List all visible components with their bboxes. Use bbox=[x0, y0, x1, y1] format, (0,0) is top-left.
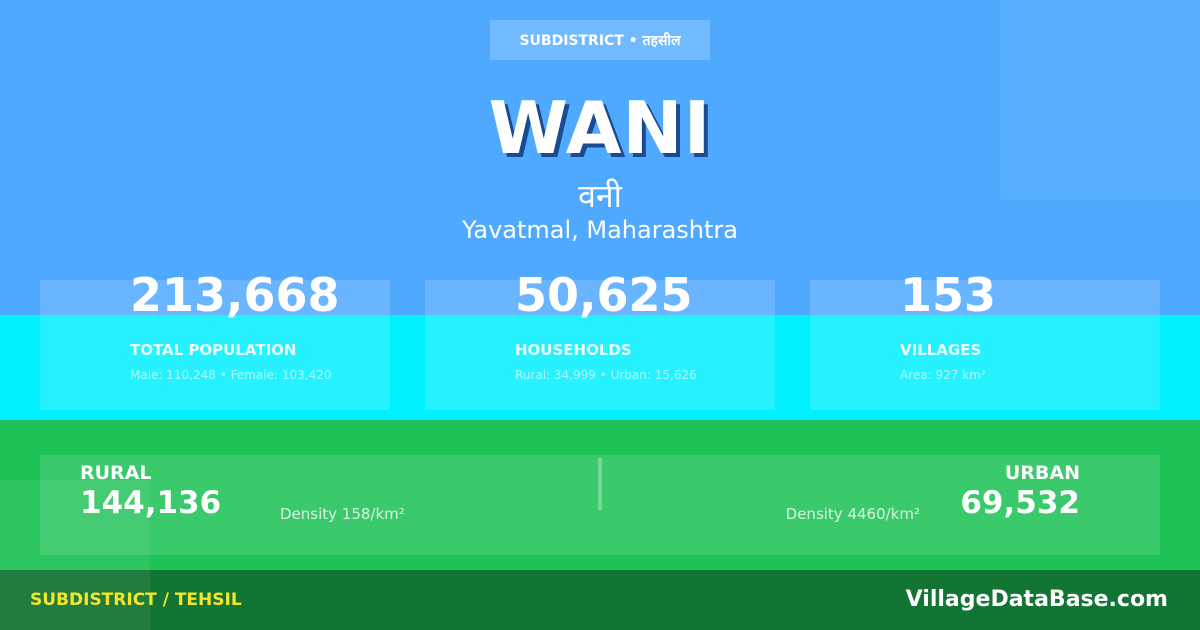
stat-label: VILLAGES bbox=[900, 341, 982, 359]
site-name[interactable]: VillageDataBase.com bbox=[905, 587, 1168, 612]
background-band-blue bbox=[0, 0, 1200, 315]
footer-category: SUBDISTRICT / TEHSIL bbox=[30, 590, 242, 610]
stat-value: 153 bbox=[900, 268, 997, 322]
decorative-square bbox=[0, 480, 150, 630]
background-band-green bbox=[0, 420, 1200, 570]
stat-label: TOTAL POPULATION bbox=[130, 341, 297, 359]
stat-card-population: 213,668 TOTAL POPULATION Male: 110,248 •… bbox=[40, 268, 390, 410]
urban-label: URBAN bbox=[1004, 462, 1080, 484]
stat-label: HOUSEHOLDS bbox=[515, 341, 632, 359]
rural-density: Density 158/km² bbox=[280, 505, 405, 523]
footer-bar bbox=[0, 570, 1200, 630]
category-badge: SUBDISTRICT • तहसील bbox=[490, 20, 710, 60]
urban-density: Density 4460/km² bbox=[785, 505, 920, 523]
stat-value: 213,668 bbox=[130, 268, 340, 322]
page-title: WANI bbox=[488, 86, 712, 170]
divider bbox=[598, 458, 602, 510]
rural-urban-panel bbox=[40, 455, 1160, 555]
location: Yavatmal, Maharashtra bbox=[462, 216, 738, 244]
stat-detail: Area: 927 km² bbox=[900, 368, 986, 382]
stat-card-villages: 153 VILLAGES Area: 927 km² bbox=[810, 268, 1160, 410]
background-band-cyan bbox=[0, 315, 1200, 420]
rural-label: RURAL bbox=[80, 462, 152, 484]
page-title-hindi: वनी bbox=[578, 177, 622, 215]
stat-detail: Rural: 34,999 • Urban: 15,626 bbox=[515, 368, 697, 382]
stat-card-households: 50,625 HOUSEHOLDS Rural: 34,999 • Urban:… bbox=[425, 268, 775, 410]
stat-detail: Male: 110,248 • Female: 103,420 bbox=[130, 368, 332, 382]
decorative-square bbox=[1000, 0, 1200, 200]
urban-value: 69,532 bbox=[960, 485, 1080, 521]
rural-value: 144,136 bbox=[80, 485, 222, 521]
stat-value: 50,625 bbox=[515, 268, 693, 322]
